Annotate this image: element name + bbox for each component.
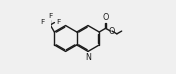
Text: F: F: [40, 19, 45, 25]
Text: F: F: [56, 19, 60, 25]
Text: F: F: [48, 13, 52, 19]
Text: O: O: [103, 13, 109, 22]
Text: O: O: [108, 27, 115, 36]
Text: N: N: [85, 53, 91, 62]
